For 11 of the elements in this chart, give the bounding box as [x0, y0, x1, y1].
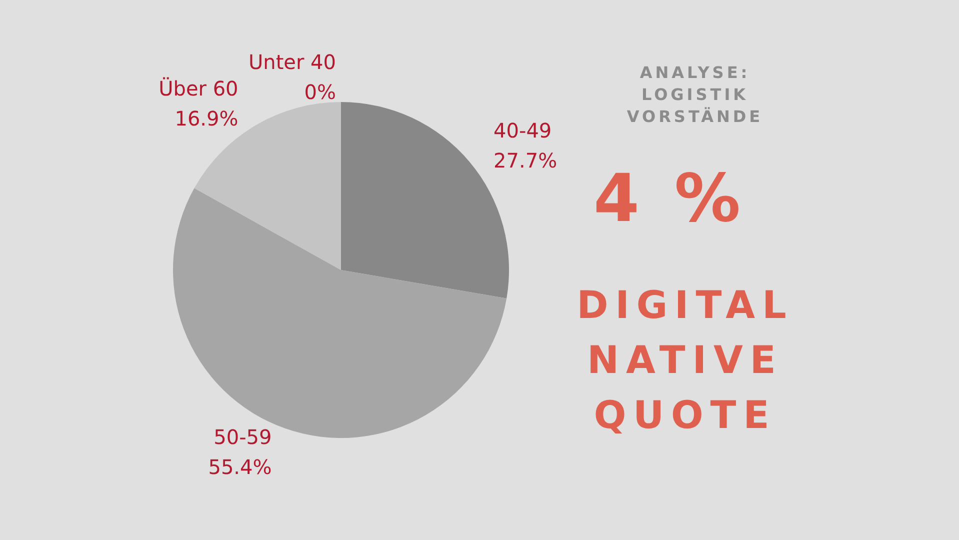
data-label: 27.7%: [494, 148, 558, 173]
text: 0%: [304, 80, 336, 104]
text: ANALYSE: LOGISTIK VORSTÄNDE: [626, 62, 764, 128]
slice-label: 40-49: [494, 118, 552, 143]
category-label: Unter 40: [248, 50, 336, 74]
slice-label: 50-59: [214, 424, 272, 449]
text: DIGITAL NATIVE QUOTE: [576, 282, 794, 439]
data-label: 16.9%: [174, 106, 238, 131]
data-label: 55.4%: [208, 454, 272, 479]
text: 4 %: [592, 160, 748, 237]
slice-label: Über 60: [158, 76, 238, 101]
